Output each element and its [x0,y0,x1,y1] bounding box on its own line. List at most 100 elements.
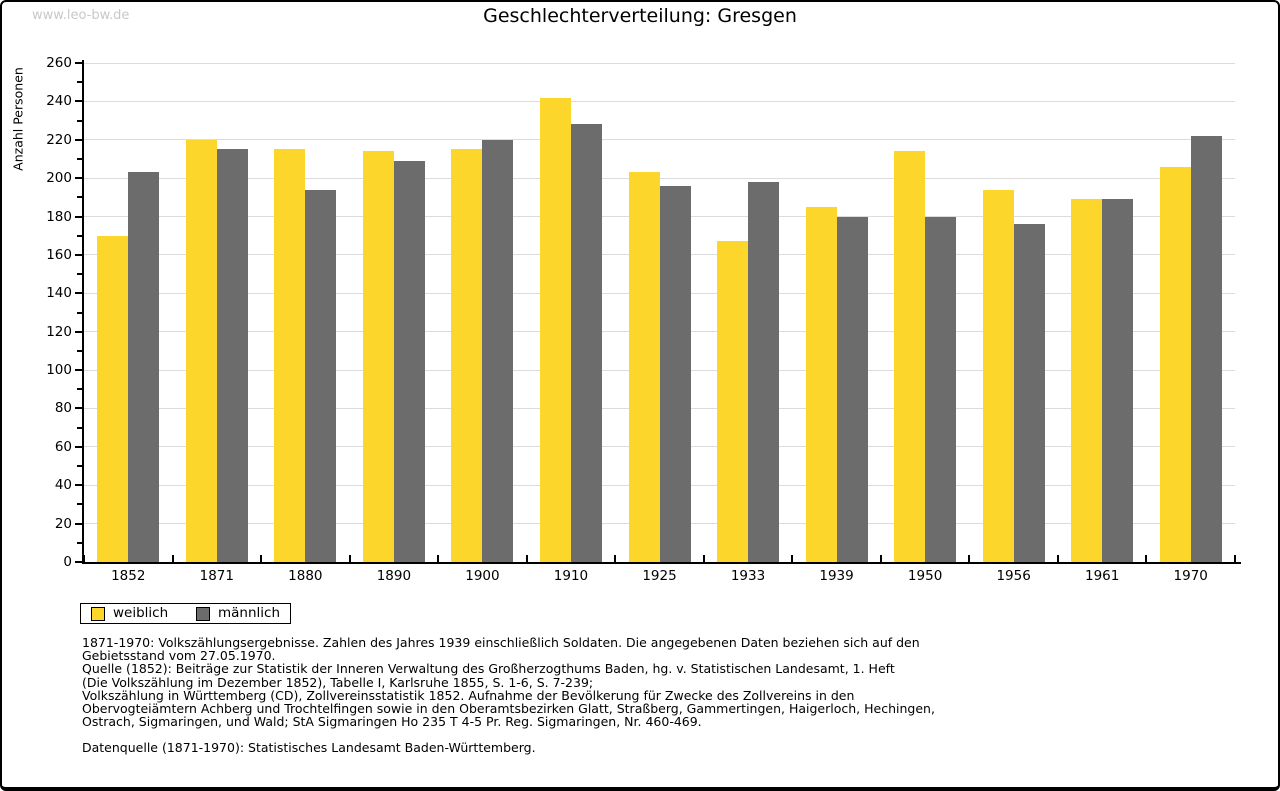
footer-notes: 1871-1970: Volkszählungsergebnisse. Zahl… [82,636,935,755]
y-tick-minor [77,196,82,199]
y-gridline [84,139,1235,141]
y-tick-major [75,407,82,410]
bar-weiblich-1970 [1159,166,1191,562]
y-tick-major [75,177,82,180]
y-tick-minor [77,81,82,84]
x-axis-tick-label: 1852 [111,568,146,584]
y-tick-major [75,100,82,103]
bar-männlich-1933 [748,181,780,562]
footer-line: Quelle (1852): Beiträge zur Statistik de… [82,661,895,677]
legend-label-weiblich: weiblich [113,605,169,621]
y-axis-tick-label: 60 [54,438,72,455]
bar-weiblich-1961 [1071,199,1103,562]
bar-männlich-1852 [128,172,160,562]
y-tick-minor [77,541,82,544]
y-tick-minor [77,349,82,352]
chart-title: Geschlechterverteilung: Gresgen [483,5,797,27]
bar-weiblich-1939 [805,206,837,562]
footer-line: Ostrach, Sigmaringen, und Wald; StA Sigm… [82,714,702,730]
y-axis-tick-label: 180 [46,208,72,225]
x-tick [1056,555,1059,562]
x-tick [1145,555,1148,562]
bar-männlich-1925 [659,185,691,562]
legend-swatch-weiblich [91,607,105,621]
y-tick-minor [77,273,82,276]
x-axis-tick-label: 1925 [642,568,677,584]
y-tick-minor [77,426,82,429]
x-axis-tick-label: 1890 [376,568,412,584]
x-tick [791,555,794,562]
y-tick-minor [77,503,82,506]
bar-weiblich-1900 [451,149,483,562]
bar-weiblich-1910 [539,97,571,562]
bar-männlich-1939 [836,216,868,562]
legend-label-maennlich: männlich [218,605,281,621]
y-axis-tick-label: 0 [63,554,72,570]
y-axis-tick-label: 240 [46,93,72,110]
y-gridline [84,62,1235,64]
bar-männlich-1970 [1190,135,1222,562]
bar-männlich-1880 [305,189,337,562]
bar-weiblich-1880 [274,149,306,562]
footer-datasource: Datenquelle (1871-1970): Statistisches L… [82,740,536,756]
x-tick [614,555,617,562]
y-tick-major [75,215,82,218]
y-tick-minor [77,234,82,237]
footer-line: 1871-1970: Volkszählungsergebnisse. Zahl… [82,635,920,650]
bar-männlich-1900 [482,139,514,562]
y-axis-tick-label: 40 [54,477,72,494]
x-tick [1234,555,1236,562]
y-axis-tick-label: 160 [46,246,72,263]
bar-männlich-1961 [1102,199,1134,562]
x-axis-tick-label: 1961 [1085,568,1120,584]
y-axis-tick-label: 20 [54,515,72,532]
footer-line: Obervogteiämtern Achberg und Trochtelfin… [82,701,935,717]
x-axis-tick-label: 1910 [553,568,589,584]
bar-männlich-1910 [570,124,602,562]
bar-männlich-1950 [925,216,957,562]
x-tick [83,555,85,562]
y-axis-tick-label: 120 [46,323,72,340]
bar-männlich-1890 [393,160,425,562]
x-axis-tick-label: 1950 [907,568,943,584]
y-gridline [84,177,1235,179]
y-tick-major [75,292,82,295]
x-axis-tick-label: 1871 [199,568,234,584]
bar-weiblich-1852 [97,235,129,562]
x-axis-tick-label: 1880 [288,568,323,584]
footer-line: Gebietsstand vom 27.05.1970. [82,648,276,664]
y-axis-tick-label: 260 [46,55,72,71]
bar-weiblich-1890 [362,151,394,562]
bar-männlich-1956 [1013,224,1045,562]
y-axis-tick-label: 140 [46,285,72,302]
y-tick-minor [77,157,82,160]
x-axis-tick-label: 1933 [730,568,766,584]
x-tick [879,555,882,562]
bar-weiblich-1933 [717,241,749,562]
y-axis-tick-label: 80 [54,400,72,417]
x-tick [702,555,705,562]
y-tick-minor [77,311,82,314]
y-tick-major [75,561,82,563]
footer-line: (Die Volkszählung im Dezember 1852), Tab… [82,674,594,690]
y-tick-major [75,445,82,448]
x-tick [260,555,263,562]
x-axis-tick-label: 1970 [1173,568,1208,584]
bar-weiblich-1871 [185,139,217,562]
bar-weiblich-1956 [982,189,1014,562]
footer-line: Volkszählung in Württemberg (CD), Zollve… [82,687,855,703]
y-tick-major [75,138,82,141]
y-tick-minor [77,388,82,391]
legend-swatch-maennlich [196,607,210,621]
x-axis-tick-label: 1939 [819,568,854,584]
y-tick-minor [77,465,82,468]
bar-männlich-1871 [216,149,248,562]
y-axis-line [82,60,84,564]
x-tick [437,555,440,562]
x-tick [348,555,351,562]
bar-weiblich-1950 [894,151,926,562]
y-tick-major [75,253,82,256]
y-gridline [84,100,1235,102]
